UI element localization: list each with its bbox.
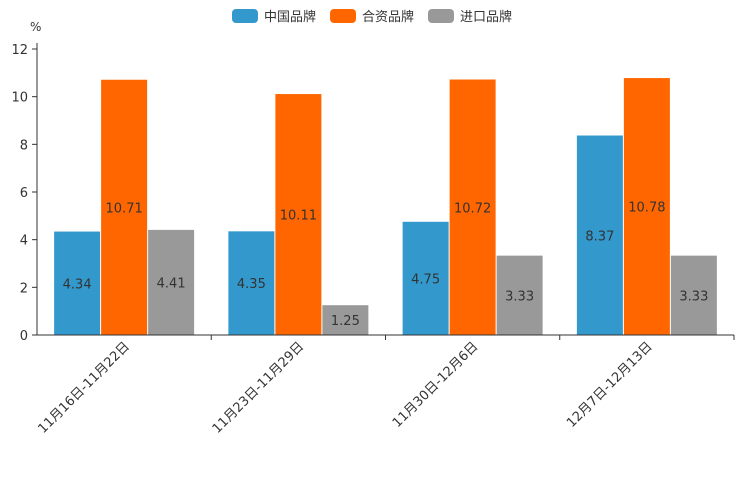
bar[interactable]	[576, 135, 623, 335]
bar[interactable]	[449, 79, 496, 335]
y-tick-label: 2	[20, 281, 28, 296]
bar-value-label: 10.78	[628, 201, 665, 216]
legend-label-imported-brand: 进口品牌	[460, 10, 513, 25]
bar-value-label: 3.33	[505, 289, 534, 304]
legend-item-imported-brand[interactable]: 进口品牌	[428, 6, 512, 25]
y-axis-unit: %	[30, 20, 42, 34]
x-tick-label: 11月30日-12月6日	[390, 339, 482, 431]
bar[interactable]	[322, 305, 369, 335]
legend: 中国品牌 合资品牌 进口品牌	[0, 6, 744, 25]
legend-item-joint-venture-brand[interactable]: 合资品牌	[329, 6, 414, 25]
bar[interactable]	[101, 79, 148, 336]
bar-value-label: 10.11	[280, 209, 317, 224]
legend-label-china-brand: 中国品牌	[263, 10, 316, 25]
bar-value-label: 8.37	[585, 229, 614, 244]
y-tick-label: 10	[11, 91, 28, 106]
legend-item-china-brand[interactable]: 中国品牌	[231, 6, 316, 25]
bar[interactable]	[54, 231, 101, 335]
bar-value-label: 1.25	[331, 314, 360, 329]
y-tick-label: 0	[20, 329, 28, 344]
bar-value-label: 10.72	[454, 201, 491, 216]
y-tick-label: 4	[20, 234, 28, 249]
bar[interactable]	[496, 255, 543, 335]
bar[interactable]	[670, 255, 717, 335]
bar[interactable]	[228, 231, 275, 335]
legend-swatch-china-brand	[231, 8, 258, 23]
bar-value-label: 3.33	[679, 289, 708, 304]
x-tick-label: 11月23日-11月29日	[210, 339, 307, 436]
bar[interactable]	[623, 78, 670, 336]
bar[interactable]	[275, 94, 322, 335]
x-tick-label: 11月16日-11月22日	[35, 339, 132, 436]
bar[interactable]	[402, 221, 449, 335]
bar[interactable]	[148, 229, 195, 335]
bar-value-label: 4.75	[411, 272, 440, 287]
bar-value-label: 4.41	[157, 276, 186, 291]
y-tick-label: 8	[20, 138, 28, 153]
y-tick-label: 6	[20, 186, 28, 201]
legend-swatch-joint-venture-brand	[329, 8, 356, 23]
bar-value-label: 4.35	[237, 277, 266, 292]
legend-label-joint-venture-brand: 合资品牌	[361, 10, 414, 25]
bar-value-label: 4.34	[63, 277, 92, 292]
x-tick-label: 12月7日-12月13日	[564, 339, 656, 431]
y-tick-label: 12	[11, 43, 28, 58]
bar-value-label: 10.71	[106, 201, 143, 216]
legend-swatch-imported-brand	[428, 8, 454, 23]
